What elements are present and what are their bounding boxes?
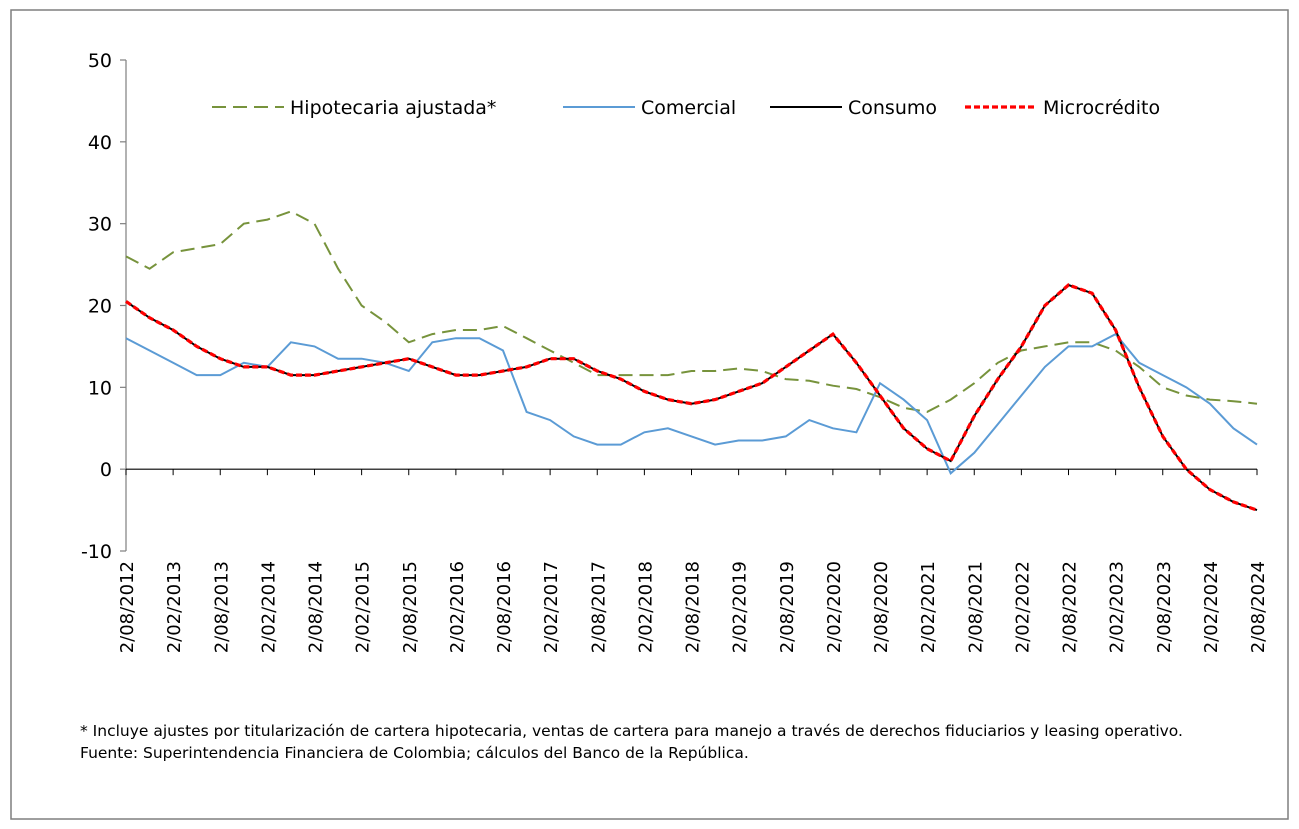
x-tick-label: 2/02/2013 <box>164 561 185 653</box>
x-tick-label: 2/08/2024 <box>1248 561 1269 653</box>
x-tick-label: 2/08/2022 <box>1060 561 1081 653</box>
y-tick-label: 10 <box>88 377 112 399</box>
x-tick-label: 2/08/2021 <box>965 561 986 653</box>
notes: * Incluye ajustes por titularización de … <box>80 720 1260 764</box>
frame <box>10 9 1289 820</box>
x-tick-label: 2/08/2015 <box>400 561 421 653</box>
x-tick-label: 2/08/2012 <box>117 561 138 653</box>
x-tick-label: 2/02/2019 <box>730 561 751 653</box>
x-tick-label: 2/08/2019 <box>777 561 798 653</box>
series-line <box>125 210 1258 413</box>
legend-label: Consumo <box>848 97 937 119</box>
x-tick-label: 2/02/2015 <box>353 561 374 653</box>
legend-label: Comercial <box>641 97 736 119</box>
y-tick-label: 20 <box>88 296 112 318</box>
y-tick-label: -10 <box>81 541 112 563</box>
y-tick-label: 30 <box>88 214 112 236</box>
source: Fuente: Superintendencia Financiera de C… <box>80 744 749 762</box>
series-line <box>125 283 1258 512</box>
x-tick-label: 2/02/2016 <box>447 561 468 653</box>
x-tick-label: 2/08/2013 <box>211 561 232 653</box>
legend-label: Microcrédito <box>1043 97 1160 119</box>
x-tick-label: 2/02/2024 <box>1201 561 1222 653</box>
x-tick-label: 2/02/2022 <box>1012 561 1033 653</box>
legend-label: Hipotecaria ajustada* <box>290 97 496 119</box>
x-tick-label: 2/02/2020 <box>824 561 845 653</box>
x-tick-label: 2/08/2017 <box>588 561 609 653</box>
x-tick-label: 2/08/2018 <box>683 561 704 653</box>
x-tick-label: 2/02/2018 <box>635 561 656 653</box>
x-tick-label: 2/08/2023 <box>1154 561 1175 653</box>
y-tick-label: 0 <box>100 459 112 481</box>
y-tick-label: 50 <box>88 50 112 72</box>
x-tick-label: 2/08/2020 <box>871 561 892 653</box>
series-line <box>125 283 1258 512</box>
x-tick-label: 2/02/2014 <box>258 561 279 653</box>
x-tick-label: 2/02/2017 <box>541 561 562 653</box>
x-tick-label: 2/08/2014 <box>306 561 327 653</box>
footnote: * Incluye ajustes por titularización de … <box>80 722 1183 740</box>
x-tick-label: 2/02/2023 <box>1107 561 1128 653</box>
y-tick-label: 40 <box>88 132 112 154</box>
series-line <box>125 332 1258 475</box>
x-tick-label: 2/08/2016 <box>494 561 515 653</box>
x-tick-label: 2/02/2021 <box>918 561 939 653</box>
